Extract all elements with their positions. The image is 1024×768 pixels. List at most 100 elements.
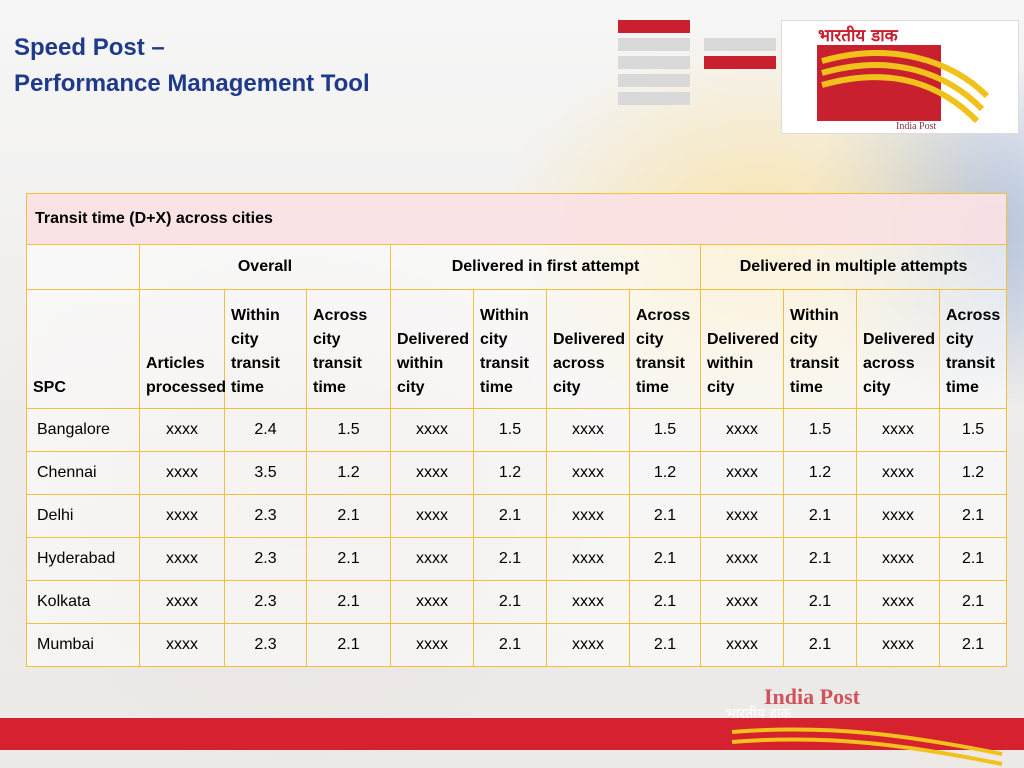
cell: 1.2 [783, 451, 857, 495]
cell: 1.2 [629, 451, 701, 495]
cell: xxxx [856, 623, 940, 667]
table-caption: Transit time (D+X) across cities [25, 193, 1008, 245]
cell: 2.1 [783, 537, 857, 581]
cell: 1.5 [629, 408, 701, 452]
cell: xxxx [139, 537, 225, 581]
cell: 2.1 [306, 623, 391, 667]
cell: xxxx [139, 408, 225, 452]
cell: 2.3 [224, 537, 307, 581]
header-across-city-transit: Across city transit time [306, 289, 391, 409]
group-multiple-attempts: Delivered in multiple attempts [699, 244, 1008, 290]
table-row: Kolkata xxxx 2.3 2.1 xxxx 2.1 xxxx 2.1 x… [26, 580, 1008, 624]
cell: xxxx [390, 494, 474, 538]
cell: xxxx [546, 580, 630, 624]
logo-english-text: India Post [896, 121, 937, 132]
table-row: Chennai xxxx 3.5 1.2 xxxx 1.2 xxxx 1.2 x… [26, 451, 1008, 495]
cell: xxxx [390, 580, 474, 624]
table-row: Delhi xxxx 2.3 2.1 xxxx 2.1 xxxx 2.1 xxx… [26, 494, 1008, 538]
group-overall: Overall [139, 244, 391, 290]
cell: xxxx [856, 494, 940, 538]
cell: 2.3 [224, 623, 307, 667]
cell: xxxx [390, 408, 474, 452]
stripe [618, 20, 690, 33]
cell: xxxx [856, 537, 940, 581]
cell: 2.1 [629, 537, 701, 581]
cell: xxxx [700, 623, 784, 667]
cell-spc: Kolkata [26, 580, 140, 624]
cell: 2.1 [473, 580, 547, 624]
cell: xxxx [856, 408, 940, 452]
cell: 2.1 [306, 494, 391, 538]
cell: xxxx [390, 451, 474, 495]
cell: 2.3 [224, 494, 307, 538]
cell: 2.1 [473, 537, 547, 581]
cell-spc: Chennai [26, 451, 140, 495]
table-row: Bangalore xxxx 2.4 1.5 xxxx 1.5 xxxx 1.5… [26, 408, 1008, 452]
cell: 2.1 [783, 494, 857, 538]
cell: 1.5 [473, 408, 547, 452]
cell: 2.1 [938, 623, 1008, 667]
header-articles-processed: Articles processed [139, 289, 226, 409]
cell: 1.5 [783, 408, 857, 452]
logo-swoosh-icon [821, 50, 990, 124]
header-delivered-within-city: Delivered within city [700, 289, 784, 409]
cell-spc: Mumbai [26, 623, 140, 667]
cell: xxxx [546, 408, 630, 452]
header-within-city-transit: Within city transit time [224, 289, 307, 409]
cell: xxxx [139, 494, 225, 538]
cell: xxxx [700, 451, 784, 495]
footer-swoosh-icon [731, 727, 1003, 766]
cell: 2.4 [224, 408, 307, 452]
cell: xxxx [700, 494, 784, 538]
stripe [704, 56, 776, 69]
cell: 1.5 [938, 408, 1008, 452]
stripe [618, 56, 690, 69]
cell: xxxx [856, 451, 940, 495]
cell: 2.1 [938, 494, 1008, 538]
group-empty-cell [26, 244, 140, 290]
footer-india-post-logo: India Post भारतीय डाक [712, 684, 1024, 768]
cell: xxxx [139, 623, 225, 667]
cell: 2.1 [629, 580, 701, 624]
cell: xxxx [700, 580, 784, 624]
cell: 2.1 [473, 623, 547, 667]
cell-spc: Delhi [26, 494, 140, 538]
cell: 2.1 [473, 494, 547, 538]
cell-spc: Hyderabad [26, 537, 140, 581]
cell: 3.5 [224, 451, 307, 495]
cell: xxxx [546, 451, 630, 495]
title-line-2: Performance Management Tool [14, 70, 370, 97]
table-row: Hyderabad xxxx 2.3 2.1 xxxx 2.1 xxxx 2.1… [26, 537, 1008, 581]
cell: 2.1 [783, 580, 857, 624]
cell: 1.2 [473, 451, 547, 495]
header-within-city-transit: Within city transit time [473, 289, 547, 409]
table-row: Mumbai xxxx 2.3 2.1 xxxx 2.1 xxxx 2.1 xx… [26, 623, 1008, 667]
cell: xxxx [390, 537, 474, 581]
stripe [618, 38, 690, 51]
group-first-attempt: Delivered in first attempt [390, 244, 701, 290]
header-delivered-across-city: Delivered across city [856, 289, 940, 409]
footer-logo-english: India Post [764, 684, 860, 709]
page-title: Speed Post – Performance Management Tool [14, 30, 370, 102]
cell: 1.5 [306, 408, 391, 452]
cell: 1.2 [306, 451, 391, 495]
cell: 2.1 [306, 580, 391, 624]
header-across-city-transit: Across city transit time [629, 289, 701, 409]
india-post-logo: भारतीय डाक India Post [781, 20, 1019, 134]
cell: xxxx [139, 451, 225, 495]
header-within-city-transit: Within city transit time [783, 289, 857, 409]
transit-time-table: Transit time (D+X) across cities Overall… [25, 193, 1008, 667]
cell-spc: Bangalore [26, 408, 140, 452]
header-spc: SPC [26, 289, 140, 409]
cell: xxxx [856, 580, 940, 624]
cell: xxxx [700, 537, 784, 581]
cell: 2.1 [629, 494, 701, 538]
footer-logo-hindi: भारतीय डाक [726, 706, 792, 722]
cell: 2.1 [938, 580, 1008, 624]
header-delivered-within-city: Delivered within city [390, 289, 474, 409]
cell: 2.1 [938, 537, 1008, 581]
stripe [704, 38, 776, 51]
cell: 2.3 [224, 580, 307, 624]
header-across-city-transit: Across city transit time [938, 289, 1008, 409]
stripe [618, 92, 690, 105]
